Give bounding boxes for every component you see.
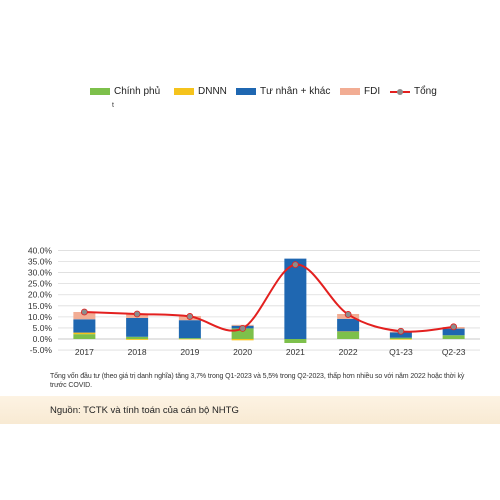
chart-footnote: Tổng vốn đầu tư (theo giá trị danh nghĩa…: [50, 373, 465, 389]
legend-label-chinh-phu: Chính phủ: [114, 86, 161, 97]
bar-segment: [73, 332, 96, 335]
bar-segment: [337, 331, 360, 339]
bar-segment: [126, 336, 149, 339]
bar-segment: [73, 334, 96, 339]
total-point: [344, 311, 352, 318]
legend-item-dnnn: DNNN: [174, 86, 227, 97]
bar-segment: [442, 328, 465, 336]
x-tick-label: 2021: [286, 347, 305, 357]
bar-segment: [178, 320, 201, 339]
y-tick-label: -5.0%: [30, 345, 53, 355]
total-point: [291, 261, 299, 269]
bar-segment: [284, 258, 307, 339]
legend-label-tu-nhan: Tư nhân + khác: [260, 86, 331, 97]
y-tick-label: 30.0%: [28, 268, 53, 278]
y-tick-label: 20.0%: [28, 290, 53, 300]
bar-segment: [231, 339, 254, 341]
total-point: [239, 324, 247, 332]
legend-item-tong: Tổng: [390, 86, 437, 97]
y-tick-label: 15.0%: [28, 301, 53, 311]
x-tick-label: 2019: [180, 347, 199, 357]
y-tick-label: 5.0%: [33, 323, 53, 333]
x-tick-label: Q2-23: [442, 347, 466, 357]
legend-item-tu-nhan: Tư nhân + khác: [236, 86, 330, 97]
chart-legend: Chính phủ DNNN Tư nhân + khác FDI Tổng: [90, 86, 490, 116]
total-point: [397, 327, 405, 335]
legend-label-tong: Tổng: [414, 86, 437, 97]
bar-segment: [126, 317, 149, 337]
y-tick-label: 10.0%: [28, 312, 53, 322]
bar-segment: [389, 339, 412, 340]
legend-label-fdi: FDI: [364, 86, 381, 97]
legend-item-chinh-phu: Chính phủ: [90, 86, 160, 97]
total-point: [133, 310, 141, 318]
x-tick-label: 2018: [128, 347, 147, 357]
bar-segment: [442, 335, 465, 339]
x-tick-label: Q1-23: [389, 347, 413, 357]
legend-line-marker-icon: [390, 88, 410, 96]
legend-swatch-tu-nhan: [236, 88, 256, 95]
source-note: Nguồn: TCTK và tính toán của cán bộ NHTG: [50, 405, 239, 416]
legend-swatch-chinh-phu: [90, 88, 110, 95]
bar-segment: [284, 339, 307, 343]
legend-note: t: [112, 102, 114, 109]
bar-segment: [73, 311, 96, 320]
footer-band: [0, 396, 500, 424]
bar-segment: [337, 318, 360, 332]
y-tick-label: 35.0%: [28, 257, 53, 267]
total-point: [186, 313, 194, 320]
y-tick-label: 25.0%: [28, 279, 53, 289]
total-line: [84, 263, 454, 333]
legend-label-dnnn: DNNN: [198, 86, 227, 97]
legend-item-fdi: FDI: [340, 86, 380, 97]
x-tick-label: 2017: [75, 347, 94, 357]
x-tick-label: 2020: [233, 347, 252, 357]
bar-segment: [73, 319, 96, 333]
x-tick-label: 2022: [339, 347, 358, 357]
total-point: [450, 323, 458, 331]
legend-swatch-dnnn: [174, 88, 194, 95]
y-tick-label: 0.0%: [33, 334, 53, 344]
bar-segment: [389, 332, 412, 338]
bar-segment: [389, 337, 412, 339]
bar-segment: [178, 338, 201, 339]
bar-segment: [126, 339, 149, 340]
y-tick-label: 40.0%: [28, 245, 53, 255]
bar-segment: [231, 328, 254, 339]
total-point: [80, 308, 88, 316]
legend-swatch-fdi: [340, 88, 360, 95]
